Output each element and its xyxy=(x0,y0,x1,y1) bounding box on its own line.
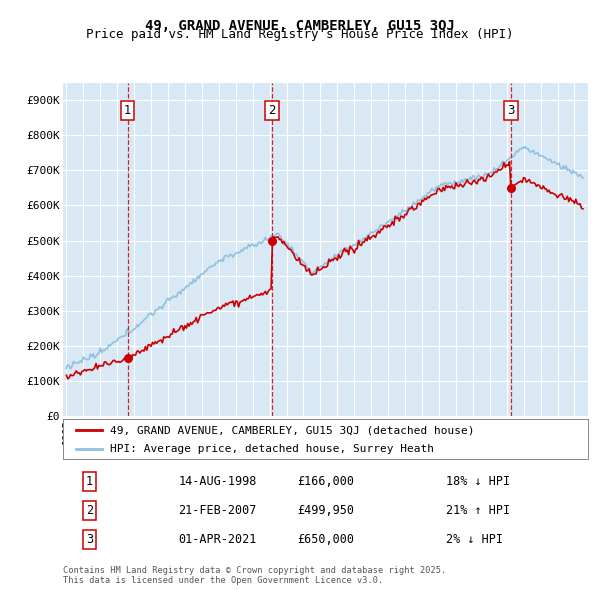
Text: 01-APR-2021: 01-APR-2021 xyxy=(179,533,257,546)
Text: 1: 1 xyxy=(86,476,93,489)
Text: 2: 2 xyxy=(268,104,275,117)
Text: 49, GRAND AVENUE, CAMBERLEY, GU15 3QJ: 49, GRAND AVENUE, CAMBERLEY, GU15 3QJ xyxy=(145,19,455,33)
Text: 21% ↑ HPI: 21% ↑ HPI xyxy=(446,504,511,517)
Text: £499,950: £499,950 xyxy=(297,504,354,517)
Text: 3: 3 xyxy=(507,104,515,117)
Text: 21-FEB-2007: 21-FEB-2007 xyxy=(179,504,257,517)
Text: £650,000: £650,000 xyxy=(297,533,354,546)
Text: Price paid vs. HM Land Registry's House Price Index (HPI): Price paid vs. HM Land Registry's House … xyxy=(86,28,514,41)
Text: 49, GRAND AVENUE, CAMBERLEY, GU15 3QJ (detached house): 49, GRAND AVENUE, CAMBERLEY, GU15 3QJ (d… xyxy=(110,425,475,435)
Text: 3: 3 xyxy=(86,533,93,546)
Text: Contains HM Land Registry data © Crown copyright and database right 2025.
This d: Contains HM Land Registry data © Crown c… xyxy=(63,566,446,585)
Text: 1: 1 xyxy=(124,104,131,117)
Text: 14-AUG-1998: 14-AUG-1998 xyxy=(179,476,257,489)
Text: 18% ↓ HPI: 18% ↓ HPI xyxy=(446,476,511,489)
Text: £166,000: £166,000 xyxy=(297,476,354,489)
Text: 2: 2 xyxy=(86,504,93,517)
Text: HPI: Average price, detached house, Surrey Heath: HPI: Average price, detached house, Surr… xyxy=(110,444,434,454)
Text: 2% ↓ HPI: 2% ↓ HPI xyxy=(446,533,503,546)
